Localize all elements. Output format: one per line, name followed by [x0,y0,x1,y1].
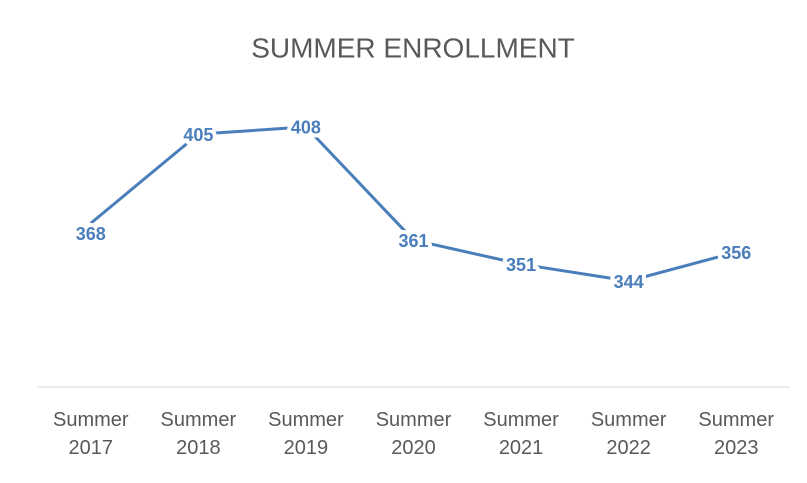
x-tick-label: Summer 2022 [590,409,667,459]
x-tick-label: Summer 2019 [268,409,344,459]
data-label: 356 [721,243,751,263]
data-label: 405 [183,125,213,145]
data-label: 361 [398,231,428,251]
data-line [89,125,737,283]
chart-title: SUMMER ENROLLMENT [251,32,575,63]
x-tick-label: Summer 2021 [483,409,559,459]
x-tick-label: Summer 2023 [698,409,774,459]
data-label: 344 [614,272,644,292]
x-tick-label: Summer 2020 [375,409,452,459]
data-label: 368 [76,224,106,244]
x-tick-label: Summer 2018 [160,409,237,459]
data-label: 408 [291,118,321,138]
x-tick-label: Summer 2017 [52,409,129,459]
data-label: 351 [506,255,536,275]
